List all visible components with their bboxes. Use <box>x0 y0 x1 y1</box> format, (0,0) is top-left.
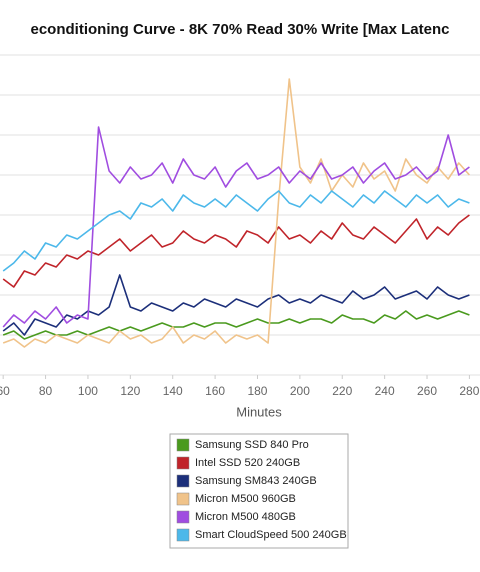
x-axis-title: Minutes <box>236 404 282 419</box>
legend-swatch <box>176 438 190 452</box>
grid <box>0 54 480 376</box>
legend-swatch <box>176 474 190 488</box>
series-line <box>2 274 470 336</box>
series-line <box>2 126 470 328</box>
x-tick-label: 100 <box>78 384 98 398</box>
legend-label: Intel SSD 520 240GB <box>195 457 300 469</box>
legend-label: Smart CloudSpeed 500 240GB <box>195 529 347 541</box>
x-tick-label: 180 <box>247 384 267 398</box>
legend-label: Micron M500 960GB <box>195 493 296 505</box>
x-tick-label: 240 <box>375 384 395 398</box>
series-line <box>2 190 470 272</box>
x-tick-label: 220 <box>332 384 352 398</box>
legend-entries: Samsung SSD 840 Pro Intel SSD 520 240GB Sa… <box>176 438 347 542</box>
x-tick-label: 80 <box>39 384 53 398</box>
x-tick-label: 160 <box>205 384 225 398</box>
legend-swatch <box>176 528 190 542</box>
legend-swatch <box>176 456 190 470</box>
x-tick-label: 280 <box>459 384 479 398</box>
series-line <box>2 78 471 348</box>
x-tick-label: 200 <box>290 384 310 398</box>
legend-label: Samsung SSD 840 Pro <box>195 439 309 451</box>
legend <box>169 433 349 549</box>
x-tick-label: 60 <box>0 384 10 398</box>
plot <box>2 78 471 348</box>
x-tick-label: 140 <box>163 384 183 398</box>
legend-label: Micron M500 480GB <box>195 511 296 523</box>
legend-swatch <box>176 510 190 524</box>
x-axis: 60 80 100 120 140 160 180 200 220 240 260 280 <box>0 375 480 398</box>
x-tick-label: 120 <box>120 384 140 398</box>
legend-swatch <box>176 492 190 506</box>
chart-title: econditioning Curve - 8K 70% Read 30% Wr… <box>31 21 450 38</box>
series-line <box>2 310 470 340</box>
series-line <box>2 214 470 288</box>
legend-label: Samsung SM843 240GB <box>195 475 317 487</box>
x-tick-label: 260 <box>417 384 437 398</box>
